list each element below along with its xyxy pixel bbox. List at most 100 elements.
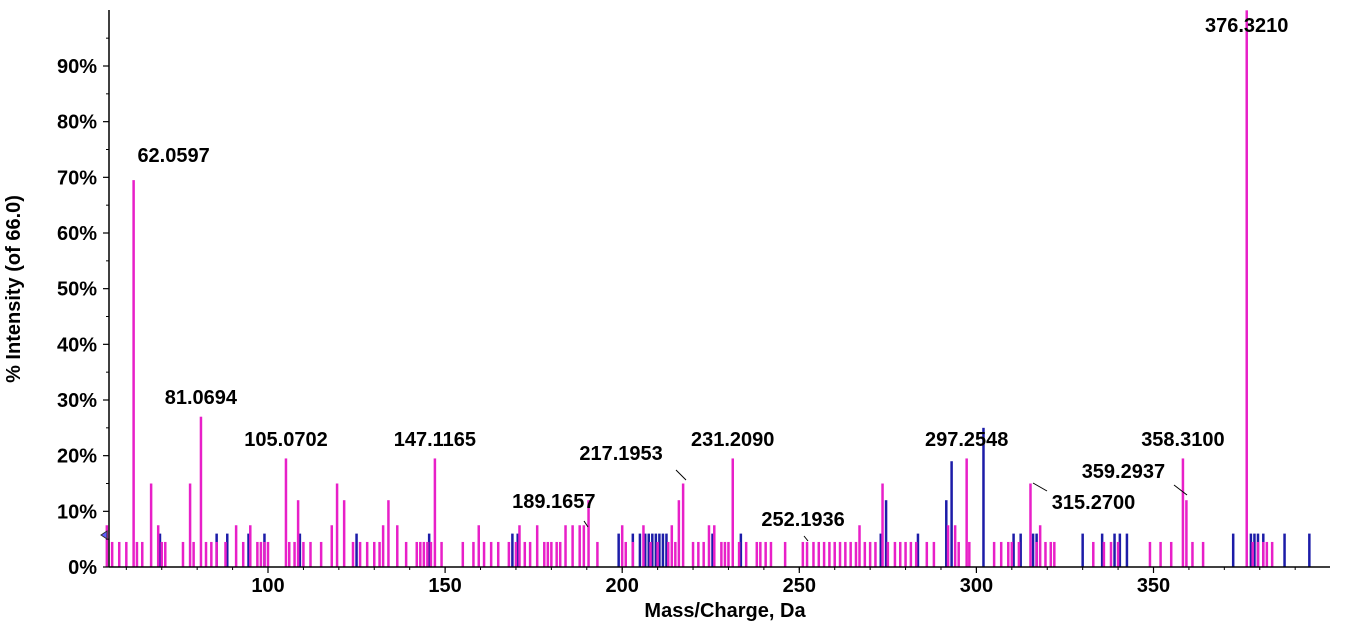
magenta-peak-series [105,10,1274,567]
magenta-peak [514,541,518,567]
axes [108,10,1330,568]
blue-peak [1081,533,1084,567]
y-tick-label: 30% [57,390,97,412]
magenta-peak [1035,541,1038,567]
blue-peak [884,500,888,567]
magenta-peak [507,541,511,567]
blue-peak [643,533,647,567]
blue-peak [1113,533,1116,567]
arrow-icon [100,530,108,540]
magenta-peak [535,525,539,567]
magenta-peak [731,458,734,567]
magenta-peak [422,541,426,567]
label-leader-line [803,535,809,542]
magenta-peak [543,541,546,567]
magenta-peak [587,500,590,567]
blue-peak [916,533,920,567]
magenta-peak [702,541,705,567]
peak-label: 315.2700 [1052,492,1135,514]
magenta-peak [723,541,727,567]
magenta-peak [1102,541,1106,567]
magenta-peak [1010,541,1014,567]
blue-peak [982,427,985,567]
magenta-peak [667,541,670,567]
magenta-peak [1256,541,1260,567]
magenta-peak [477,525,480,567]
magenta-peak [642,525,645,567]
magenta-peak [199,416,203,567]
magenta-peak [968,541,971,567]
magenta-peak [550,541,553,567]
magenta-peak [319,541,323,567]
magenta-peak [759,541,762,567]
peak-annotations: 62.0597 81.0694 105.0702 147.1165 189.1657 21… [137,15,1288,542]
magenta-peak [1251,541,1254,567]
magenta-peak [309,541,312,567]
magenta-peak [957,541,960,567]
magenta-peak [838,541,842,567]
x-tick-label: 100 [251,575,284,597]
magenta-peak [1049,541,1053,567]
peak-label: 252.1936 [761,509,844,531]
magenta-peak [953,525,957,567]
y-tick-label: 60% [57,223,97,245]
magenta-peak [656,541,659,567]
magenta-peak [965,458,968,567]
magenta-peak [932,541,936,567]
magenta-peak [296,500,300,567]
magenta-peak [578,525,581,567]
blue-peak [651,533,654,567]
magenta-peak [1191,541,1194,567]
blue-peak [355,533,358,567]
magenta-peak [429,541,433,567]
magenta-peak [849,541,852,567]
blue-peak [711,533,714,567]
magenta-peak [204,541,208,567]
magenta-peak [909,541,913,567]
magenta-peak [224,541,227,567]
blue-peak [617,533,620,567]
magenta-peak [342,500,346,567]
blue-peak [1125,533,1129,567]
magenta-peak [288,541,291,567]
magenta-peak [1265,541,1269,567]
magenta-peak [1148,541,1152,567]
blue-peak [511,533,514,567]
blue-peak [1031,533,1035,567]
blue-peak [879,533,883,567]
peak-label: 81.0694 [165,387,238,409]
magenta-peak [649,541,652,567]
magenta-peak [925,541,929,567]
tick-labels: 100 150 200 250 300 350 0% 10% 20% 30% 40% 50% 60% 70… [57,37,1296,597]
x-tick-label: 150 [428,575,461,597]
magenta-peak [1017,541,1021,567]
magenta-peak [284,458,288,567]
y-tick-label: 70% [57,167,97,189]
magenta-peak [373,541,376,567]
magenta-peak [1270,541,1274,567]
blue-peak [226,533,229,567]
magenta-peak [844,541,847,567]
magenta-peak [992,541,996,567]
magenta-peak [1159,541,1162,567]
magenta-peak [571,525,574,567]
blue-peak [1100,533,1104,567]
magenta-peak [1044,541,1047,567]
magenta-peak [1038,525,1042,567]
magenta-peak [396,525,399,567]
label-leader-line [1173,484,1188,496]
magenta-peak [999,541,1003,567]
magenta-peak [117,541,121,567]
blue-peak [1253,533,1256,567]
magenta-peak [302,541,305,567]
peak-label: 231.2090 [691,429,774,451]
magenta-peak [105,525,109,567]
magenta-peak [631,541,635,567]
magenta-peak [558,541,562,567]
blue-peak [1012,533,1015,567]
magenta-peak [783,541,787,567]
magenta-peak [110,541,114,567]
magenta-peak [433,458,437,567]
magenta-peak [755,541,759,567]
magenta-peak [817,541,821,567]
